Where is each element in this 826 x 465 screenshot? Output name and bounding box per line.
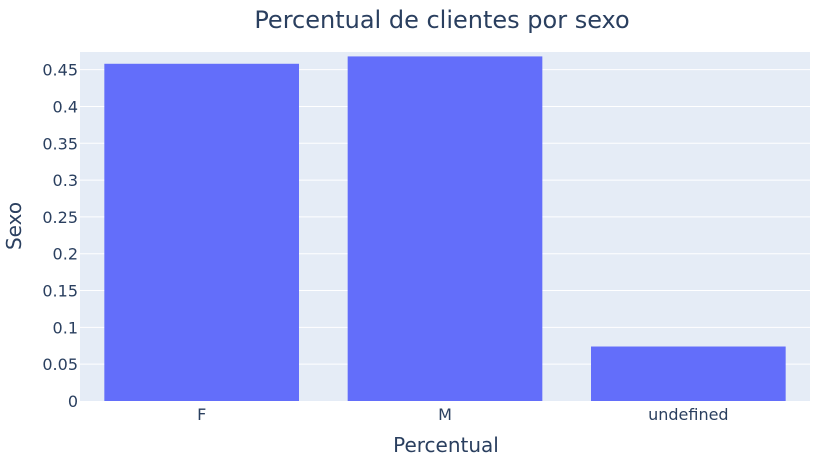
chart-title: Percentual de clientes por sexo: [254, 6, 629, 34]
y-tick-labels: 0 0.05 0.1 0.15 0.2 0.25 0.3 0.35 0.4 0.45: [42, 61, 78, 411]
bar-F: [104, 63, 299, 402]
x-tick-label: M: [438, 405, 452, 424]
y-tick-label: 0: [68, 392, 78, 411]
y-tick-label: 0.15: [42, 282, 78, 301]
y-tick-label: 0.45: [42, 61, 78, 80]
x-tick-label: undefined: [648, 405, 729, 424]
y-tick-label: 0.05: [42, 355, 78, 374]
y-tick-label: 0.35: [42, 134, 78, 153]
y-tick-label: 0.2: [53, 245, 78, 264]
y-tick-label: 0.3: [53, 171, 78, 190]
x-tick-label: F: [197, 405, 206, 424]
y-tick-label: 0.4: [53, 97, 78, 116]
y-tick-label: 0.25: [42, 208, 78, 227]
x-axis-title: Percentual: [393, 433, 499, 457]
bars: [104, 56, 786, 402]
bar-M: [347, 56, 543, 401]
bar-undefined: [591, 346, 786, 401]
y-tick-label: 0.1: [53, 318, 78, 337]
y-axis-title: Sexo: [2, 202, 26, 250]
